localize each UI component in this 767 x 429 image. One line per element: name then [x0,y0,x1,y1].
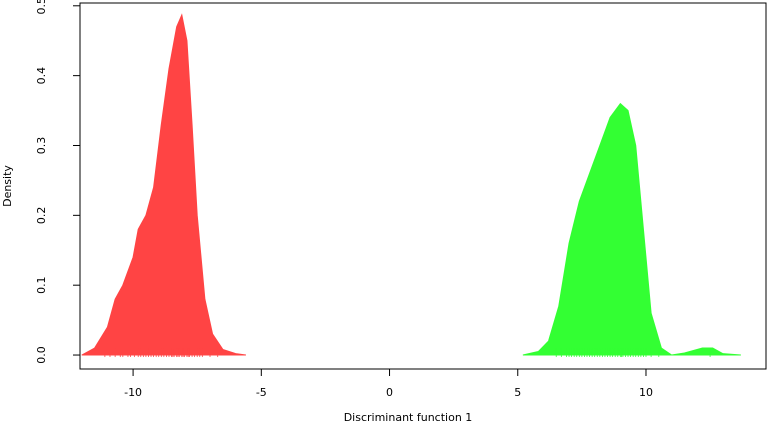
y-tick-label: 0.4 [35,67,48,85]
y-axis-label: Density [1,165,14,207]
density-area [522,102,741,356]
y-tick-label: 0.1 [35,276,48,294]
y-tick-label: 0.5 [35,0,48,15]
x-tick-label: -10 [124,386,142,399]
y-tick-label: 0.0 [35,346,48,364]
density-area [81,13,246,356]
plot-frame [79,2,767,370]
x-tick-label: 0 [386,386,393,399]
x-axis-label: Discriminant function 1 [344,411,473,424]
y-tick-label: 0.2 [35,207,48,225]
x-tick-label: 10 [639,386,653,399]
x-tick-label: -5 [256,386,267,399]
x-tick-label: 5 [514,386,521,399]
y-tick-label: 0.3 [35,137,48,155]
